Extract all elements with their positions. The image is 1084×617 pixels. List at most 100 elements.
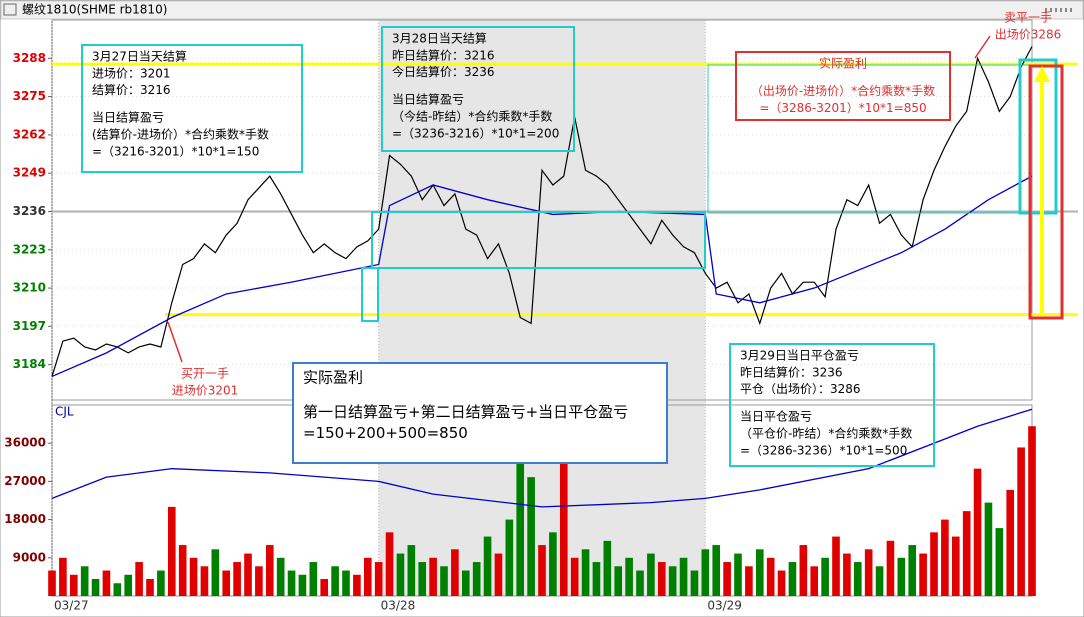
highlight-box: [1028, 64, 1064, 320]
volume-bar: [167, 506, 176, 596]
volume-bar: [48, 570, 56, 596]
volume-bar: [505, 519, 514, 596]
volume-bar: [614, 566, 623, 596]
volume-bar: [298, 574, 307, 596]
y-tick-label: 27000: [4, 474, 46, 488]
volume-bar: [80, 566, 89, 596]
note-text: 实际盈利: [819, 56, 867, 71]
volume-bar: [353, 574, 361, 596]
volume-bar: [647, 553, 655, 596]
volume-bar: [734, 553, 742, 596]
note-text: 当日平仓盈亏: [740, 410, 812, 424]
x-tick-label: 03/27: [54, 599, 89, 613]
volume-bar: [265, 545, 274, 596]
volume-bar: [962, 511, 971, 596]
volume-bar: [538, 545, 546, 596]
volume-bar: [102, 570, 111, 596]
note-text: =（3236-3216）*10*1=200: [392, 126, 559, 140]
volume-bar: [690, 570, 699, 596]
callout-arrow: [974, 35, 991, 59]
note-text: =（3286-3201）*10*1=850: [759, 101, 926, 115]
volume-bar: [723, 562, 731, 596]
window-icon: [3, 3, 17, 16]
volume-bar: [1006, 489, 1015, 596]
note-text: =（3286-3236）*10*1=500: [740, 443, 907, 457]
volume-bar: [766, 557, 775, 596]
note-text: 平仓（出场价）：3286: [740, 382, 861, 396]
volume-bar: [233, 562, 241, 596]
volume-bar: [320, 579, 329, 596]
volume-bar: [146, 579, 154, 596]
volume-bar: [951, 536, 960, 596]
volume-bar: [810, 566, 819, 596]
volume-bar: [461, 570, 470, 596]
y-tick-label: 18000: [4, 512, 46, 526]
y-tick-label: 36000: [4, 436, 46, 450]
volume-bar: [1028, 426, 1036, 596]
volume-bar: [864, 549, 873, 596]
volume-bar: [69, 574, 78, 596]
volume-bar: [570, 557, 579, 596]
volume-bar: [331, 566, 339, 596]
price-line: [51, 46, 1033, 377]
note-box: [292, 362, 668, 464]
volume-bar: [287, 570, 296, 596]
volume-bar: [941, 519, 949, 596]
note-box: [729, 343, 935, 467]
note-text: 3月29日当日平仓盈亏: [740, 349, 859, 363]
note-box: [381, 26, 575, 152]
volume-bar: [832, 536, 840, 596]
y-tick-label: 3184: [13, 357, 46, 371]
callout-text: 卖平一手: [1004, 11, 1052, 25]
session-shade: [378, 20, 706, 596]
volume-bar: [592, 562, 601, 596]
window-title: 螺纹1810(SHME rb1810): [22, 3, 167, 17]
panel-label: CJL: [55, 405, 74, 419]
note-text: 第一日结算盈亏+第二日结算盈亏+当日平仓盈亏: [303, 403, 628, 421]
volume-bar: [821, 557, 829, 596]
volume-bar: [984, 502, 993, 596]
volume-bar: [211, 549, 220, 596]
note-text: 实际盈利: [303, 369, 363, 387]
volume-bar: [451, 549, 459, 596]
note-box: [735, 51, 951, 121]
note-text: 昨日结算价：3216: [392, 47, 495, 62]
note-text: 当日结算盈亏: [392, 92, 464, 107]
y-tick-label: 3262: [13, 127, 46, 141]
callout-text: 出场价3286: [995, 28, 1062, 42]
volume-bar: [157, 570, 165, 596]
volume-bar: [712, 545, 721, 596]
arrow-head: [1034, 66, 1050, 82]
y-tick-label: 3275: [13, 89, 46, 103]
volume-bar: [930, 532, 938, 596]
cjl-line: [51, 408, 1033, 508]
volume-bar: [363, 557, 372, 596]
y-tick-label: 9000: [13, 550, 46, 564]
volume-bar: [603, 540, 612, 596]
volume-bar: [418, 562, 427, 596]
y-tick-label: 3197: [13, 319, 46, 333]
note-text: （出场价-进场价）*合约乘数*手数: [751, 83, 935, 98]
volume-bar: [995, 528, 1004, 596]
volume-bar: [244, 553, 252, 596]
volume-bar: [777, 570, 786, 596]
volume-bar: [908, 545, 917, 596]
note-text: =（3216-3201）*10*1=150: [92, 144, 259, 158]
note-text: 今日结算价：3236: [392, 64, 495, 79]
volume-bar: [559, 434, 568, 596]
volume-bar: [657, 562, 666, 596]
volume-bar: [309, 562, 318, 596]
y-tick-label: 3249: [13, 166, 46, 180]
volume-bar: [755, 549, 764, 596]
volume-bar: [745, 566, 753, 596]
volume-bar: [429, 557, 437, 596]
note-box: [81, 44, 303, 173]
volume-bar: [919, 553, 927, 596]
volume-bar: [668, 566, 677, 596]
volume-bar: [853, 562, 862, 596]
volume-bar: [636, 570, 644, 596]
volume-bar: [407, 545, 416, 596]
volume-bar: [276, 557, 285, 596]
